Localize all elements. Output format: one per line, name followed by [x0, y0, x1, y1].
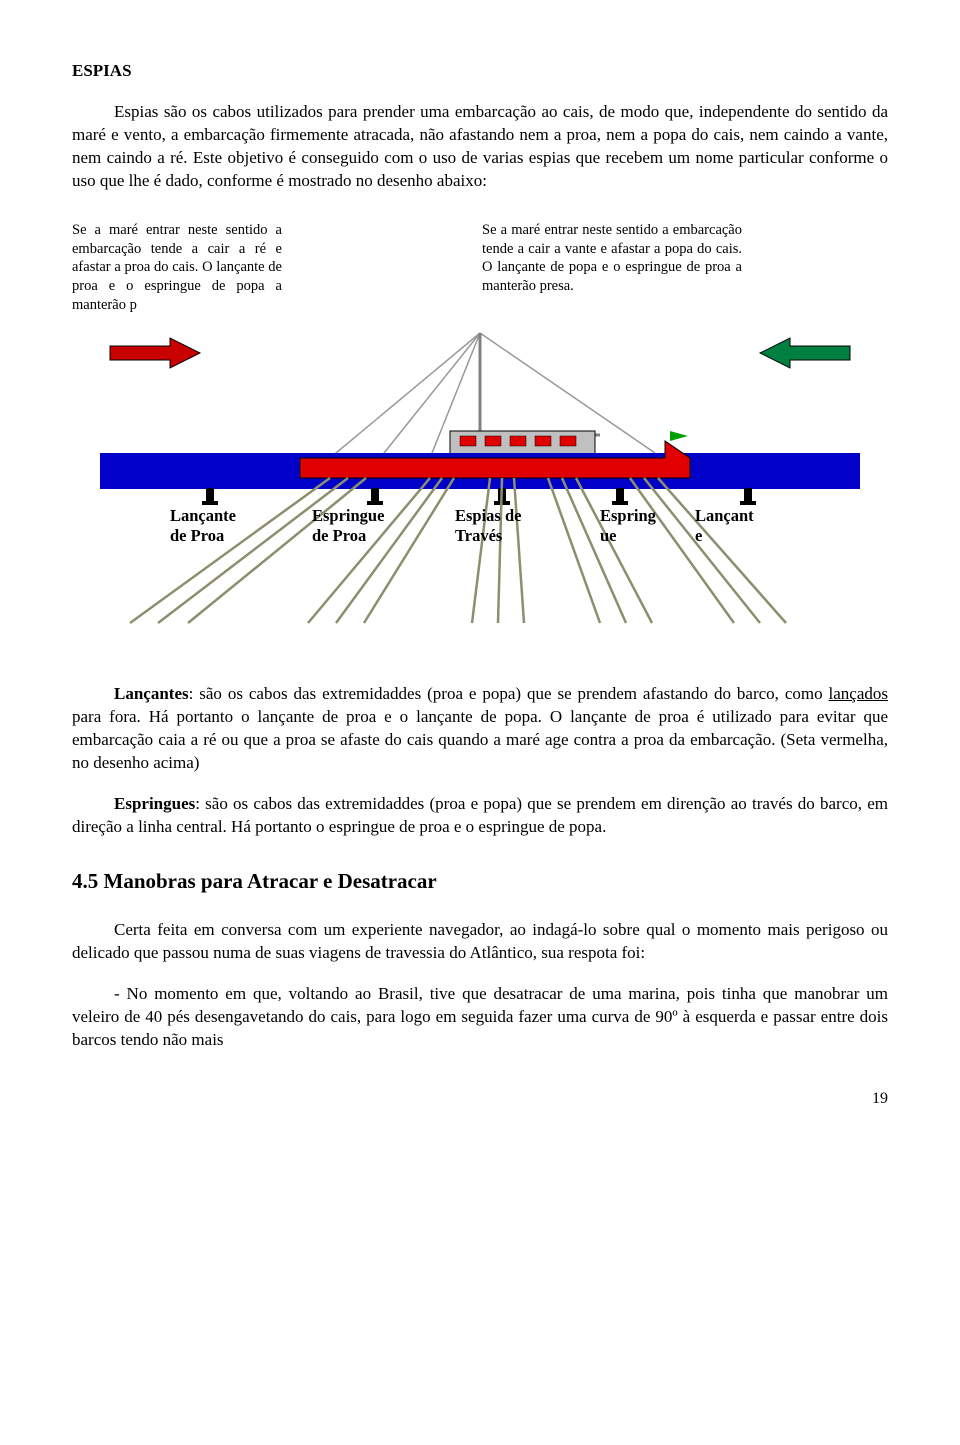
svg-text:Espias de: Espias de [455, 506, 521, 525]
svg-text:Lançant: Lançant [695, 506, 754, 525]
svg-text:Lançante: Lançante [170, 506, 236, 525]
intro-para: Espias são os cabos utilizados para pren… [72, 101, 888, 193]
page-number: 19 [72, 1088, 888, 1110]
tide-notes-row: Se a maré entrar neste sentido a embarca… [72, 221, 888, 315]
story-para-2: - No momento em que, voltando ao Brasil,… [72, 983, 888, 1052]
svg-text:e: e [695, 526, 702, 545]
page-title: ESPIAS [72, 60, 888, 83]
section-heading-4-5: 4.5 Manobras para Atracar e Desatracar [72, 867, 888, 895]
svg-text:de Proa: de Proa [312, 526, 366, 545]
term-espringues: Espringues [114, 794, 195, 813]
def2-text: : são os cabos das extremidaddes (proa e… [72, 794, 888, 836]
def-espringues: Espringues: são os cabos das extremidadd… [72, 793, 888, 839]
definitions-block: Lançantes: são os cabos das extremidadde… [72, 683, 888, 839]
def1-underline: lançados [829, 684, 888, 703]
term-lancantes: Lançantes [114, 684, 189, 703]
svg-text:Espringue: Espringue [312, 506, 384, 525]
story-para-1: Certa feita em conversa com um experient… [72, 919, 888, 965]
def-lancantes: Lançantes: são os cabos das extremidadde… [72, 683, 888, 775]
tide-note-right: Se a maré entrar neste sentido a embarca… [482, 221, 742, 315]
def1-text-a: : são os cabos das extremidaddes (proa e… [189, 684, 829, 703]
svg-text:de Proa: de Proa [170, 526, 224, 545]
boat-mooring-diagram: Lançantede ProaEspringuede ProaEspias de… [100, 323, 860, 653]
def1-text-b: para fora. Há portanto o lançante de pro… [72, 707, 888, 772]
tide-note-left: Se a maré entrar neste sentido a embarca… [72, 221, 282, 315]
svg-text:ue: ue [600, 526, 617, 545]
svg-text:Espring: Espring [600, 506, 657, 525]
svg-text:Través: Través [455, 526, 503, 545]
